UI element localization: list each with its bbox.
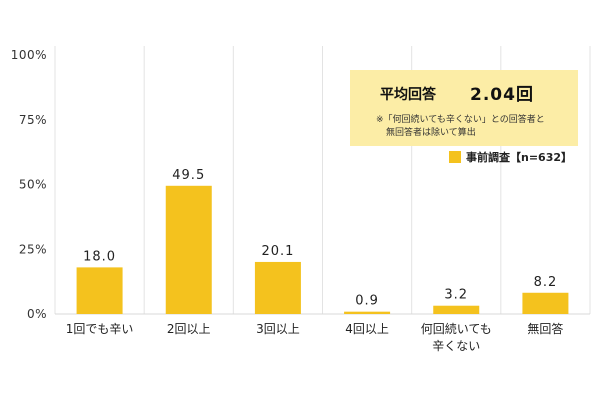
- data-label: 0.9: [355, 294, 379, 309]
- average-box-background: [350, 70, 578, 146]
- category-label: 何回続いても辛くない: [421, 322, 492, 353]
- data-label: 49.5: [172, 168, 205, 183]
- data-label: 20.1: [261, 244, 294, 259]
- category-label: 3回以上: [256, 322, 300, 336]
- average-box: 平均回答 2.04回 ※「何回続いても辛くない」との回答者と 無回答者は除いて算…: [350, 70, 578, 146]
- bar: [165, 185, 212, 314]
- category-label: 2回以上: [167, 322, 211, 336]
- data-label: 18.0: [83, 249, 116, 264]
- y-tick-label: 100%: [11, 48, 47, 62]
- y-tick-label: 25%: [19, 242, 47, 256]
- category-label: 4回以上: [345, 322, 389, 336]
- average-value: 2.04回: [470, 85, 534, 105]
- data-labels: 18.0 49.5 20.1 0.9 3.2 8.2: [83, 168, 558, 309]
- y-tick-label: 75%: [19, 113, 47, 127]
- bars: [76, 185, 569, 314]
- y-axis-ticks: 100% 75% 50% 25% 0%: [11, 48, 47, 321]
- average-note-line1: ※「何回続いても辛くない」との回答者と: [376, 113, 545, 125]
- bar: [522, 292, 569, 314]
- y-tick-label: 50%: [19, 178, 47, 192]
- data-label: 8.2: [534, 275, 558, 290]
- average-title: 平均回答: [380, 86, 437, 103]
- legend: 事前調査【n=632】: [449, 150, 572, 164]
- data-label: 3.2: [444, 288, 468, 303]
- bar: [344, 311, 391, 314]
- bar: [76, 267, 123, 314]
- x-axis-categories: 1回でも辛い 2回以上 3回以上 4回以上 何回続いても辛くない 無回答: [66, 321, 564, 353]
- category-label: 無回答: [527, 321, 563, 336]
- legend-swatch: [449, 151, 461, 163]
- average-note-line2: 無回答者は除いて算出: [386, 126, 476, 138]
- legend-label: 事前調査【n=632】: [466, 150, 572, 164]
- category-label: 1回でも辛い: [66, 322, 134, 336]
- bar: [433, 305, 480, 314]
- y-tick-label: 0%: [27, 307, 47, 321]
- bar: [254, 261, 301, 314]
